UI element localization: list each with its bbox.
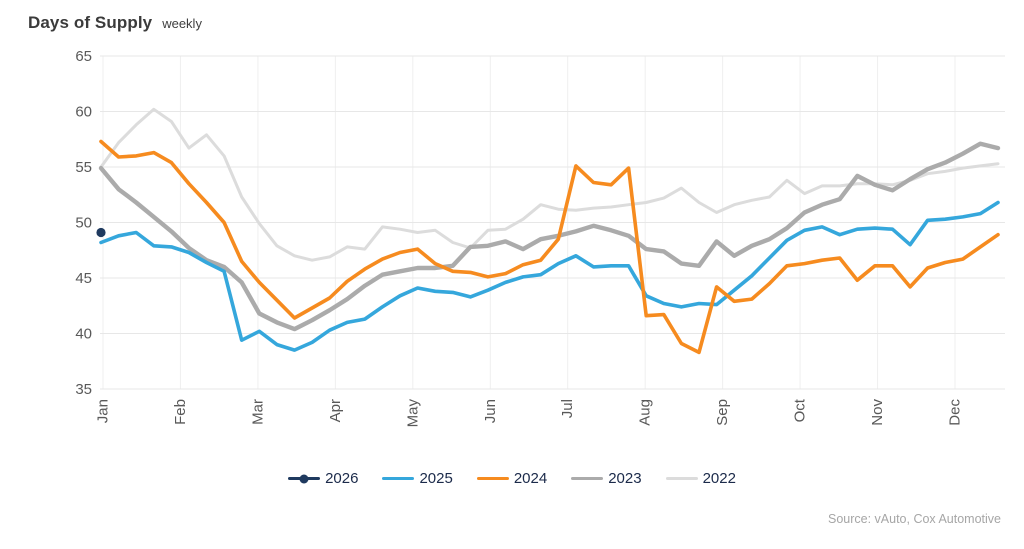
legend-label-2026: 2026 — [325, 470, 359, 487]
legend-item-2026: 2026 — [288, 470, 358, 487]
x-tick-label-may: May — [404, 399, 421, 428]
y-tick-label-35: 35 — [75, 381, 92, 398]
legend-swatch-2025-icon — [382, 476, 415, 481]
chart-header: Days of Supply weekly — [28, 13, 202, 33]
series-line-2023 — [98, 141, 1001, 332]
x-tick-label-mar: Mar — [249, 399, 266, 425]
y-tick-label-50: 50 — [75, 215, 92, 232]
series-line-2025 — [99, 200, 1000, 352]
chart-legend: 2026 2025 2024 2023 2022 — [0, 470, 1024, 487]
legend-label-2025: 2025 — [419, 470, 453, 487]
source-attribution: Source: vAuto, Cox Automotive — [827, 512, 1001, 526]
series-line-2024 — [99, 139, 1000, 355]
legend-item-2025: 2025 — [382, 470, 453, 487]
x-tick-label-nov: Nov — [869, 399, 886, 426]
x-tick-label-jan: Jan — [95, 399, 112, 423]
legend-dot-icon — [299, 474, 309, 483]
legend-label-2022: 2022 — [702, 470, 736, 487]
chart-title: Days of Supply — [28, 13, 153, 32]
y-tick-label-45: 45 — [75, 270, 92, 287]
x-tick-label-oct: Oct — [792, 398, 809, 422]
legend-item-2022: 2022 — [665, 470, 736, 487]
legend-label-2024: 2024 — [513, 470, 548, 487]
x-tick-label-jul: Jul — [559, 399, 576, 418]
legend-swatch-2026-icon — [288, 474, 321, 483]
series-marker-2026 — [96, 227, 106, 238]
legend-item-2023: 2023 — [571, 470, 642, 487]
legend-label-2023: 2023 — [608, 470, 642, 487]
x-tick-label-sep: Sep — [714, 399, 731, 426]
x-tick-label-apr: Apr — [327, 399, 344, 422]
x-tick-label-aug: Aug — [637, 399, 654, 426]
x-tick-label-dec: Dec — [947, 399, 964, 426]
legend-swatch-2023-icon — [571, 476, 604, 481]
y-tick-label-60: 60 — [75, 104, 92, 121]
legend-swatch-2024-icon — [476, 476, 509, 481]
y-tick-label-55: 55 — [75, 159, 92, 176]
chart-subtitle: weekly — [162, 16, 202, 31]
y-tick-label-65: 65 — [75, 48, 92, 65]
legend-swatch-2022-icon — [665, 476, 698, 481]
y-tick-label-40: 40 — [75, 326, 92, 343]
x-tick-label-feb: Feb — [172, 399, 189, 425]
legend-item-2024: 2024 — [476, 470, 548, 487]
x-tick-label-jun: Jun — [482, 399, 499, 423]
